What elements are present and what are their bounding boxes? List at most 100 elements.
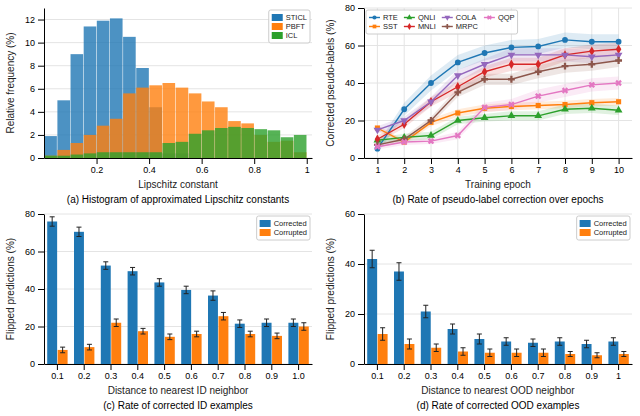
tick-mark — [358, 364, 364, 365]
tick: 8 — [30, 61, 44, 71]
point — [589, 46, 594, 55]
legend-entry: STICL — [272, 13, 307, 22]
point — [509, 44, 515, 50]
tick: 0.2 — [91, 158, 104, 175]
tick-label: 0.9 — [266, 371, 279, 381]
tick-label: 60 — [345, 41, 355, 51]
tick-label: 0.7 — [212, 371, 225, 381]
legend-entry: QNLI — [404, 13, 436, 22]
grid-line — [364, 314, 632, 315]
tick: 0.8 — [239, 364, 252, 381]
series-line — [377, 102, 618, 142]
hist-bar — [149, 85, 162, 158]
tick-mark — [431, 364, 432, 370]
point — [560, 86, 570, 96]
tick-label: 8 — [30, 61, 35, 71]
bar — [154, 282, 164, 364]
grid-line — [364, 264, 632, 265]
panel: 0246810120.20.40.60.81Lipschitz constant… — [5, 9, 313, 206]
error-bar — [380, 328, 385, 341]
tick: 3 — [429, 158, 434, 175]
error-bar — [450, 324, 455, 334]
tick-mark — [38, 135, 44, 136]
point — [588, 61, 595, 68]
tick: 0.3 — [425, 364, 438, 381]
legend-swatch — [272, 14, 283, 21]
grid-line — [44, 214, 312, 215]
hist-bar — [71, 143, 84, 158]
y-axis-label: Corrected pseudo-labels (%) — [325, 19, 336, 146]
legend-label: SST — [383, 22, 398, 31]
tick-mark — [511, 158, 512, 164]
grid-line — [538, 8, 539, 158]
bar-series — [47, 222, 298, 365]
tick-label: 0 — [350, 153, 355, 163]
plot-area — [44, 18, 306, 158]
hist-bar — [215, 128, 228, 158]
tick-mark — [458, 158, 459, 164]
error-bar — [423, 305, 428, 318]
bar — [165, 337, 175, 364]
error-band — [377, 76, 618, 149]
tick: 6 — [509, 158, 514, 175]
point — [454, 73, 462, 80]
tick-mark — [591, 364, 592, 370]
legend-label: STICL — [286, 13, 307, 22]
grid-line — [364, 214, 632, 215]
point — [534, 53, 542, 60]
tick-label: 6 — [30, 84, 35, 94]
error-bar — [103, 262, 108, 270]
legend-entry: Corrected — [580, 219, 627, 228]
tick-label: 1 — [305, 165, 310, 175]
tick-mark — [298, 364, 299, 370]
error-bar — [237, 320, 242, 328]
tick-label: 10 — [25, 38, 35, 48]
tick: 0.2 — [78, 364, 91, 381]
plot-area — [373, 32, 624, 153]
tick: 0.5 — [478, 364, 491, 381]
error-bar — [184, 286, 189, 294]
point — [482, 50, 488, 56]
tick: 10 — [25, 38, 44, 48]
tick-label: 1 — [375, 165, 380, 175]
legend-entry: QQP — [484, 13, 515, 22]
error-bar — [194, 331, 199, 337]
point — [534, 111, 542, 118]
y-axis: 0204060 — [345, 209, 365, 369]
hist-bar — [228, 127, 241, 158]
hist-bar — [228, 121, 241, 158]
error-bars — [370, 250, 616, 348]
error-bar — [167, 334, 172, 340]
error-bar — [130, 267, 135, 275]
legend-marker — [445, 24, 450, 29]
error-bar — [141, 328, 146, 334]
hist-bar — [97, 152, 110, 158]
legend-box — [257, 216, 310, 240]
tick-mark — [377, 158, 378, 164]
tick-mark — [457, 364, 458, 370]
tick-label: 12 — [25, 15, 35, 25]
tick-mark — [358, 264, 364, 265]
error-bar — [396, 263, 401, 281]
error-bar — [434, 344, 439, 352]
tick: 4 — [30, 107, 44, 117]
tick-label: 20 — [345, 116, 355, 126]
bar — [235, 324, 245, 364]
tick-label: 0.1 — [371, 371, 384, 381]
legend-entry: Corrected — [260, 219, 307, 228]
point — [426, 136, 436, 146]
tick-mark — [538, 364, 539, 370]
chart-container: 0246810120.20.40.60.81Lipschitz constant… — [0, 0, 640, 416]
tick-label: 40 — [345, 259, 355, 269]
error-bar — [584, 340, 589, 348]
point — [615, 106, 623, 113]
point — [536, 103, 541, 108]
tick-label: 2 — [402, 165, 407, 175]
error-bar — [264, 319, 269, 327]
legend-entry: RTE — [369, 13, 398, 22]
point — [428, 80, 434, 86]
tick-label: 20 — [25, 322, 35, 332]
axis-line — [44, 215, 45, 365]
hist-bar — [254, 129, 267, 158]
bar — [262, 323, 272, 364]
